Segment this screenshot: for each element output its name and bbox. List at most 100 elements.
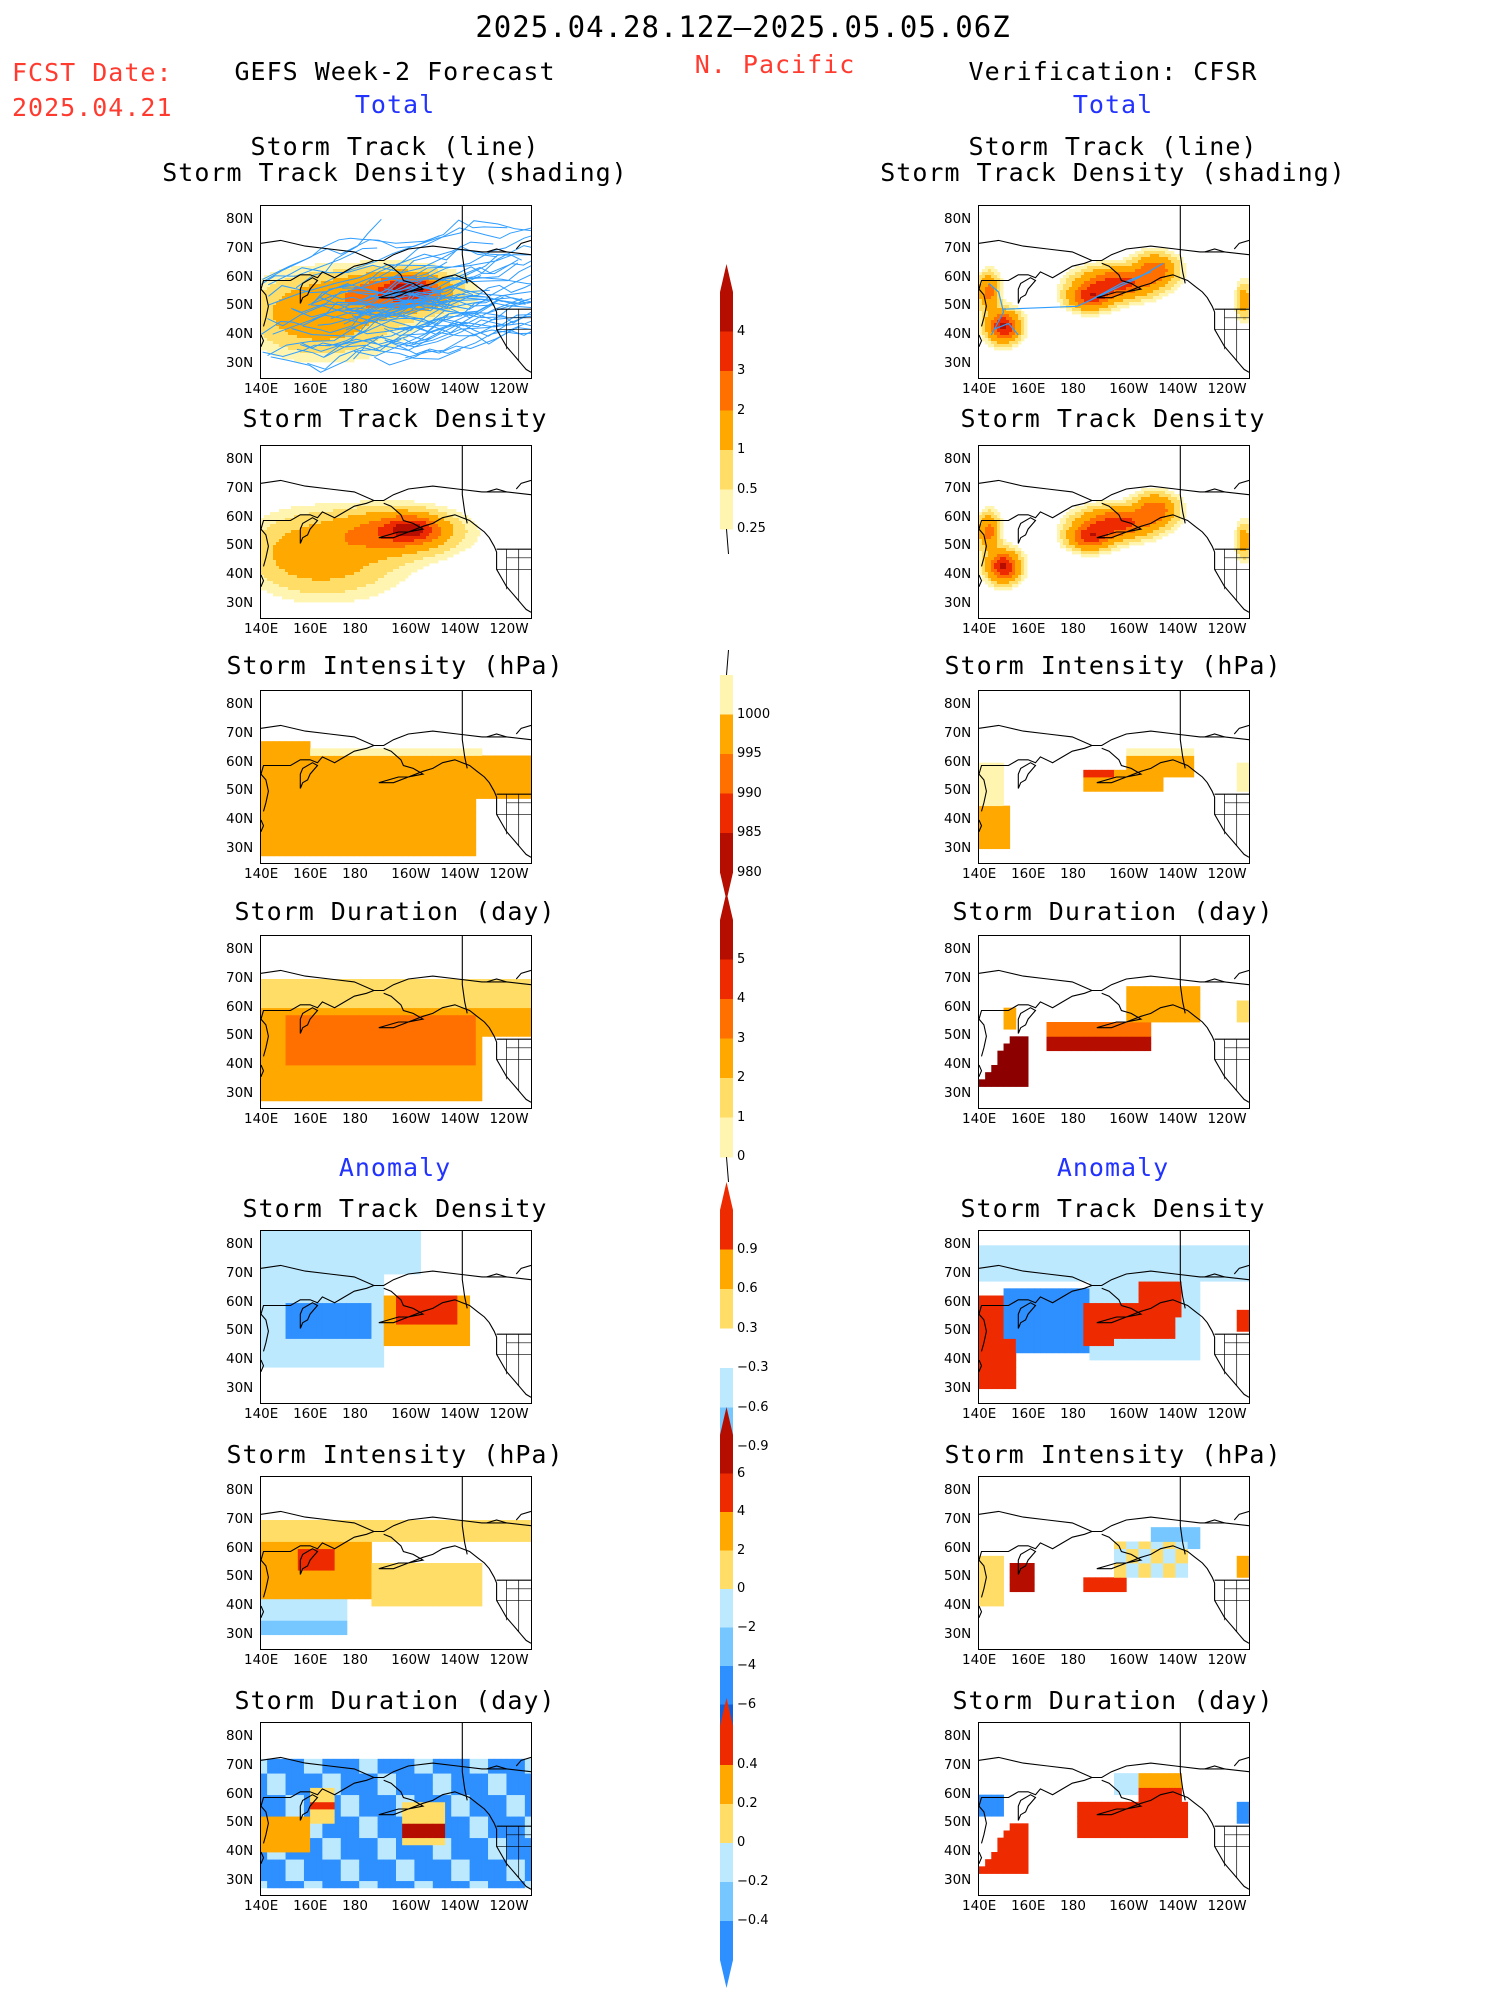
y-tick-label: 40N — [226, 811, 254, 827]
x-tick-label: 180 — [1060, 621, 1086, 637]
storm-tracks — [988, 262, 1164, 336]
y-tick-label: 50N — [226, 1814, 254, 1831]
colorbar-label: −4 — [737, 1658, 757, 1673]
gridded-field — [979, 1527, 1249, 1607]
x-tick-label: 120W — [489, 1111, 529, 1127]
y-tick-label: 50N — [944, 297, 972, 314]
coastline — [261, 446, 531, 613]
forecast-total-label: Total — [354, 90, 436, 119]
x-tick-label: 120W — [1207, 621, 1247, 637]
y-tick-label: 60N — [226, 268, 254, 285]
y-tick-label: 80N — [226, 451, 254, 468]
x-tick-label: 120W — [489, 621, 529, 637]
verification-anomaly-duration-title: Storm Duration (day) — [952, 1686, 1274, 1715]
colorbar-label: 980 — [737, 864, 762, 880]
x-tick-label: 160E — [293, 381, 328, 397]
x-tick-label: 160W — [391, 866, 431, 882]
y-tick-label: 60N — [944, 268, 972, 285]
forecast-duration-panel — [260, 935, 532, 1109]
verification-anomaly-density-title: Storm Track Density — [960, 1194, 1266, 1223]
verification-title: Verification: CFSR — [968, 57, 1258, 86]
y-tick-label: 60N — [226, 1293, 254, 1310]
y-tick-label: 40N — [944, 1351, 972, 1367]
colorbar-label: 0.25 — [737, 521, 766, 536]
colorbar-label: 0 — [737, 1581, 746, 1596]
y-tick-label: 80N — [226, 1482, 254, 1499]
y-tick-label: 30N — [226, 1625, 254, 1642]
colorbar-label: 3 — [737, 1030, 746, 1046]
x-tick-label: 160W — [391, 1406, 431, 1422]
x-tick-label: 160W — [1109, 1652, 1149, 1668]
x-tick-label: 140W — [440, 866, 480, 882]
x-tick-label: 160E — [293, 1898, 328, 1914]
y-tick-label: 70N — [944, 240, 972, 256]
x-tick-label: 140E — [962, 381, 997, 397]
x-tick-label: 140W — [440, 1898, 480, 1914]
y-tick-label: 60N — [226, 998, 254, 1015]
y-tick-label: 60N — [944, 1785, 972, 1802]
x-tick-label: 160E — [293, 1652, 328, 1668]
y-tick-label: 70N — [944, 1757, 972, 1773]
total-intensity-colorbar — [720, 645, 744, 907]
x-tick-label: 140W — [1158, 621, 1198, 637]
y-tick-label: 70N — [226, 240, 254, 256]
x-tick-label: 140E — [244, 1111, 279, 1127]
verification-anomaly-intensity-panel — [978, 1476, 1250, 1650]
y-tick-label: 80N — [944, 1482, 972, 1499]
y-tick-label: 40N — [944, 1056, 972, 1072]
x-tick-label: 120W — [489, 1898, 529, 1914]
fcst-date-value: 2025.04.21 — [12, 93, 173, 122]
y-tick-label: 40N — [226, 566, 254, 582]
y-tick-label: 40N — [944, 326, 972, 342]
x-tick-label: 120W — [1207, 1406, 1247, 1422]
coastline — [979, 446, 1249, 613]
y-tick-label: 30N — [226, 1871, 254, 1888]
y-tick-label: 50N — [944, 1027, 972, 1044]
x-tick-label: 160W — [1109, 381, 1149, 397]
coastline — [979, 1723, 1249, 1890]
colorbar-label: 0.4 — [737, 1757, 758, 1772]
y-tick-label: 70N — [944, 1265, 972, 1281]
x-tick-label: 160W — [391, 1111, 431, 1127]
x-tick-label: 180 — [1060, 381, 1086, 397]
y-tick-label: 50N — [944, 1814, 972, 1831]
y-tick-label: 80N — [944, 451, 972, 468]
gridded-field — [979, 1245, 1249, 1390]
y-tick-label: 50N — [226, 537, 254, 554]
y-tick-label: 40N — [944, 1597, 972, 1613]
y-tick-label: 80N — [226, 1728, 254, 1745]
x-tick-label: 180 — [342, 1406, 368, 1422]
y-tick-label: 60N — [226, 508, 254, 525]
y-tick-label: 50N — [226, 1322, 254, 1339]
y-tick-label: 40N — [226, 1351, 254, 1367]
coastline — [261, 936, 531, 1103]
x-tick-label: 140W — [1158, 1898, 1198, 1914]
y-tick-label: 40N — [944, 811, 972, 827]
x-tick-label: 160E — [1011, 621, 1046, 637]
forecast-intensity-title: Storm Intensity (hPa) — [226, 651, 564, 680]
x-tick-label: 180 — [342, 1111, 368, 1127]
forecast-anomaly-intensity-panel — [260, 1476, 532, 1650]
x-tick-label: 160E — [1011, 1898, 1046, 1914]
y-tick-label: 70N — [226, 1757, 254, 1773]
gridded-field — [979, 1773, 1249, 1874]
x-tick-label: 160E — [1011, 1111, 1046, 1127]
colorbar-label: 0.9 — [737, 1241, 758, 1257]
y-tick-label: 50N — [226, 1568, 254, 1585]
x-tick-label: 140W — [440, 1652, 480, 1668]
x-tick-label: 180 — [1060, 866, 1086, 882]
x-tick-label: 140W — [440, 621, 480, 637]
colorbar-label: 2 — [737, 402, 746, 418]
y-tick-label: 50N — [944, 1322, 972, 1339]
colorbar-label: −2 — [737, 1619, 757, 1635]
coastline — [979, 206, 1249, 373]
colorbar-label: 0.2 — [737, 1796, 758, 1811]
forecast-title: GEFS Week-2 Forecast — [234, 57, 556, 86]
y-tick-label: 30N — [226, 1379, 254, 1396]
verification-intensity-title: Storm Intensity (hPa) — [944, 651, 1282, 680]
x-tick-label: 140W — [440, 1406, 480, 1422]
y-tick-label: 30N — [226, 594, 254, 611]
gridded-field — [261, 741, 531, 857]
y-tick-label: 60N — [944, 508, 972, 525]
x-tick-label: 160W — [1109, 866, 1149, 882]
